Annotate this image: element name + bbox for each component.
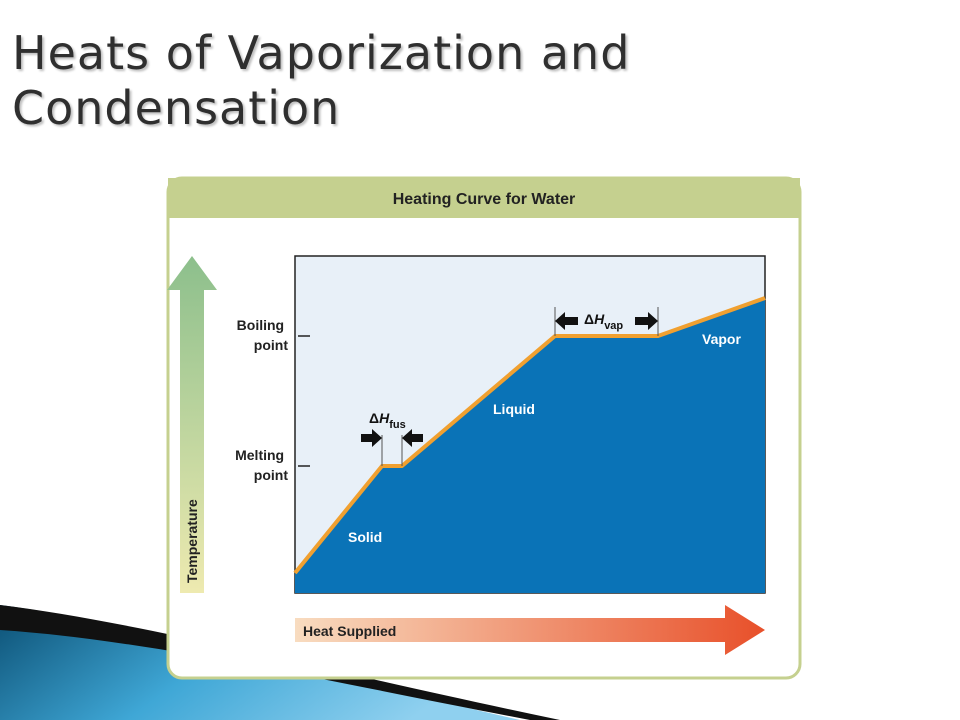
temperature-axis-label: Temperature	[184, 499, 200, 583]
fus-left-arrow-icon	[361, 429, 382, 447]
heat-supplied-arrow	[295, 605, 765, 655]
boiling-point-label: Boiling point	[237, 317, 289, 353]
melting-point-label: Melting point	[235, 447, 288, 483]
slide-title-line-1: Heats of Vaporization and	[12, 26, 631, 80]
slide-title: Heats of Vaporization and Condensation	[12, 26, 630, 136]
delta-h-fus-marker: ΔHfus	[361, 410, 423, 466]
delta-h-fus-label: ΔHfus	[369, 410, 406, 431]
fus-right-arrow-icon	[402, 429, 423, 447]
delta-h-vap-marker: ΔHvap	[554, 307, 659, 336]
water-fill-area	[295, 298, 765, 593]
phase-label-vapor: Vapor	[702, 331, 741, 347]
heat-supplied-label: Heat Supplied	[303, 623, 396, 639]
slide-title-line-2: Condensation	[12, 81, 341, 135]
heating-curve-figure: Heating Curve for Water Boiling point Me…	[166, 176, 802, 680]
vap-right-arrow-icon	[635, 312, 658, 330]
vap-left-arrow-icon	[555, 312, 578, 330]
phase-label-liquid: Liquid	[493, 401, 535, 417]
delta-h-vap-label: ΔHvap	[584, 311, 623, 332]
phase-label-solid: Solid	[348, 529, 382, 545]
figure-title: Heating Curve for Water	[393, 191, 576, 208]
heating-curve-line	[293, 296, 766, 575]
figure-header-band	[168, 178, 800, 218]
temperature-arrow	[167, 256, 217, 593]
